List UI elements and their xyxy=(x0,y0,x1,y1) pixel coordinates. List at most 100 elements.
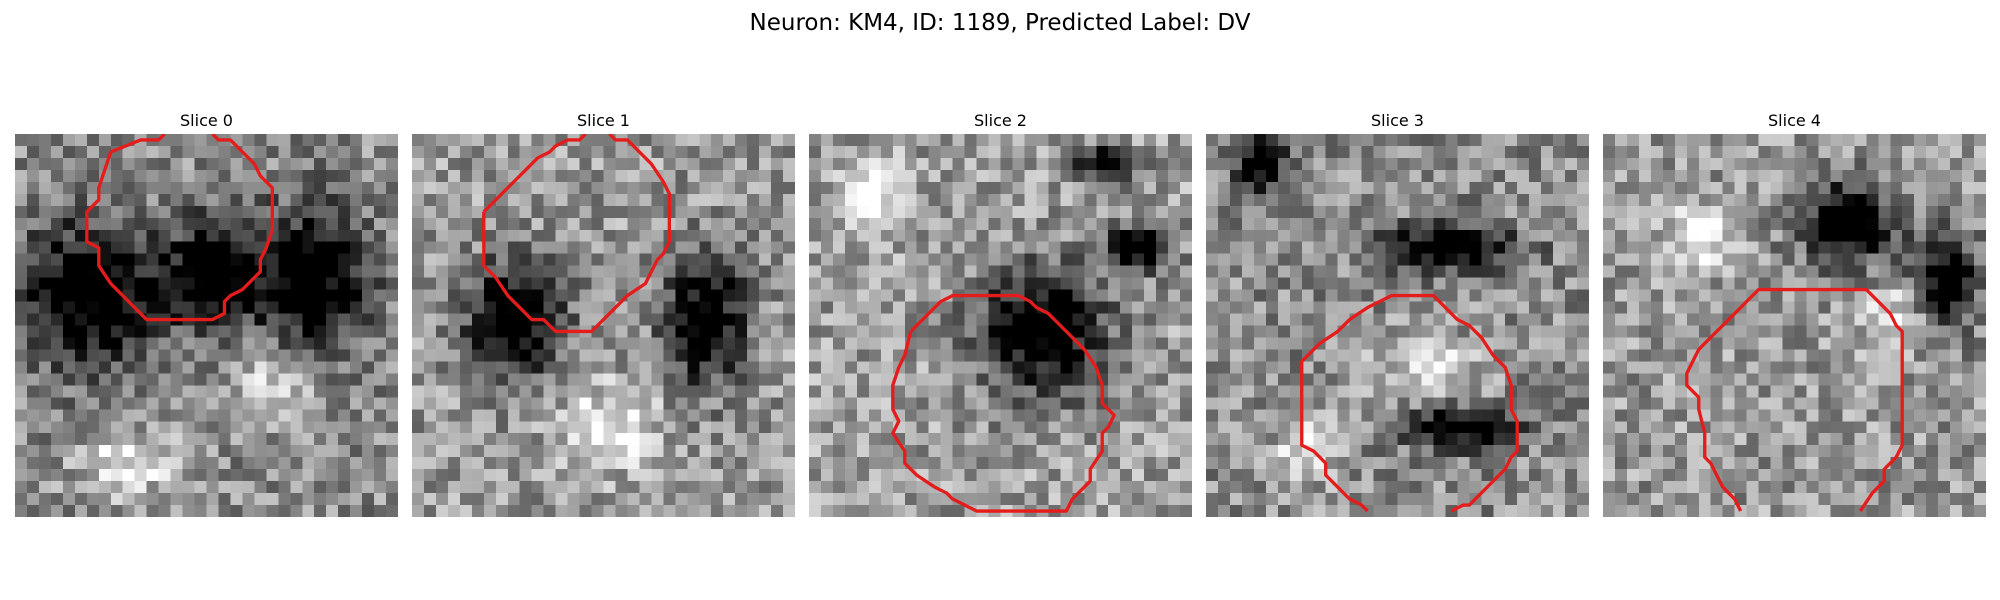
pixel xyxy=(206,349,219,362)
pixel xyxy=(1229,277,1243,290)
pixel xyxy=(1938,337,1951,350)
pixel xyxy=(386,241,398,254)
pixel xyxy=(627,433,640,446)
pixel xyxy=(1926,301,1939,314)
pixel xyxy=(483,457,497,470)
pixel xyxy=(1253,421,1267,434)
pixel xyxy=(266,373,279,386)
pixel xyxy=(1698,241,1711,254)
pixel xyxy=(290,289,303,302)
pixel xyxy=(567,493,580,506)
pixel xyxy=(675,205,688,219)
pixel xyxy=(447,325,461,338)
pixel xyxy=(290,229,303,242)
pixel xyxy=(230,361,243,374)
pixel xyxy=(723,157,736,171)
pixel xyxy=(1481,409,1494,422)
pixel xyxy=(1445,265,1458,278)
pixel xyxy=(350,265,363,278)
pixel xyxy=(1674,181,1688,195)
pixel xyxy=(1818,409,1831,422)
pixel xyxy=(74,421,88,434)
pixel xyxy=(687,361,700,374)
pixel xyxy=(1000,481,1013,494)
pixel xyxy=(62,229,76,242)
pixel xyxy=(531,433,544,446)
pixel xyxy=(1409,505,1422,517)
pixel xyxy=(495,265,508,278)
pixel xyxy=(1614,349,1628,362)
pixel xyxy=(182,361,195,374)
pixel xyxy=(555,433,568,446)
pixel xyxy=(338,205,351,219)
pixel xyxy=(1926,433,1939,446)
pixel xyxy=(1866,134,1879,147)
pixel xyxy=(1036,397,1049,410)
pixel xyxy=(964,361,977,374)
pixel xyxy=(651,337,664,350)
pixel xyxy=(302,205,315,219)
pixel xyxy=(880,373,894,386)
pixel xyxy=(687,397,700,410)
pixel xyxy=(122,277,135,290)
pixel xyxy=(338,145,351,159)
pixel xyxy=(735,373,748,386)
pixel xyxy=(98,421,111,434)
pixel xyxy=(1974,157,1986,171)
pixel xyxy=(62,433,76,446)
pixel xyxy=(495,457,508,470)
pixel xyxy=(809,277,822,290)
pixel xyxy=(206,421,219,434)
pixel xyxy=(459,134,473,147)
pixel xyxy=(350,493,363,506)
pixel xyxy=(254,385,267,398)
pixel xyxy=(1818,313,1831,326)
pixel xyxy=(1890,157,1903,171)
pixel xyxy=(783,481,795,494)
pixel xyxy=(856,313,870,326)
pixel xyxy=(110,205,123,219)
pixel xyxy=(880,385,894,398)
pixel xyxy=(26,505,40,517)
pixel xyxy=(687,193,700,207)
pixel xyxy=(675,145,688,159)
pixel xyxy=(928,217,941,230)
pixel xyxy=(591,289,604,302)
pixel xyxy=(230,193,243,207)
pixel xyxy=(1914,205,1927,219)
pixel xyxy=(362,134,375,147)
pixel xyxy=(1072,193,1085,207)
pixel xyxy=(1493,457,1506,470)
pixel xyxy=(1000,217,1013,230)
pixel xyxy=(412,445,425,458)
pixel xyxy=(1385,205,1398,219)
pixel xyxy=(1206,421,1219,434)
pixel xyxy=(386,169,398,183)
pixel xyxy=(290,397,303,410)
pixel xyxy=(495,169,508,183)
pixel xyxy=(759,349,772,362)
pixel xyxy=(1313,229,1326,242)
pixel xyxy=(675,421,688,434)
pixel xyxy=(1096,253,1109,266)
pixel xyxy=(459,157,473,171)
pixel xyxy=(916,193,929,207)
pixel xyxy=(1373,229,1386,242)
pixel xyxy=(1361,181,1374,195)
pixel xyxy=(567,385,580,398)
pixel xyxy=(1156,397,1169,410)
pixel xyxy=(1217,313,1231,326)
pixel xyxy=(759,277,772,290)
pixel xyxy=(146,481,159,494)
pixel xyxy=(86,421,100,434)
pixel xyxy=(531,217,544,230)
pixel xyxy=(362,361,375,374)
pixel xyxy=(904,385,917,398)
pixel xyxy=(1385,241,1398,254)
pixel xyxy=(1277,145,1291,159)
pixel xyxy=(1072,385,1085,398)
pixel xyxy=(904,505,917,517)
pixel xyxy=(603,217,616,230)
pixel xyxy=(1926,229,1939,242)
pixel xyxy=(170,457,183,470)
